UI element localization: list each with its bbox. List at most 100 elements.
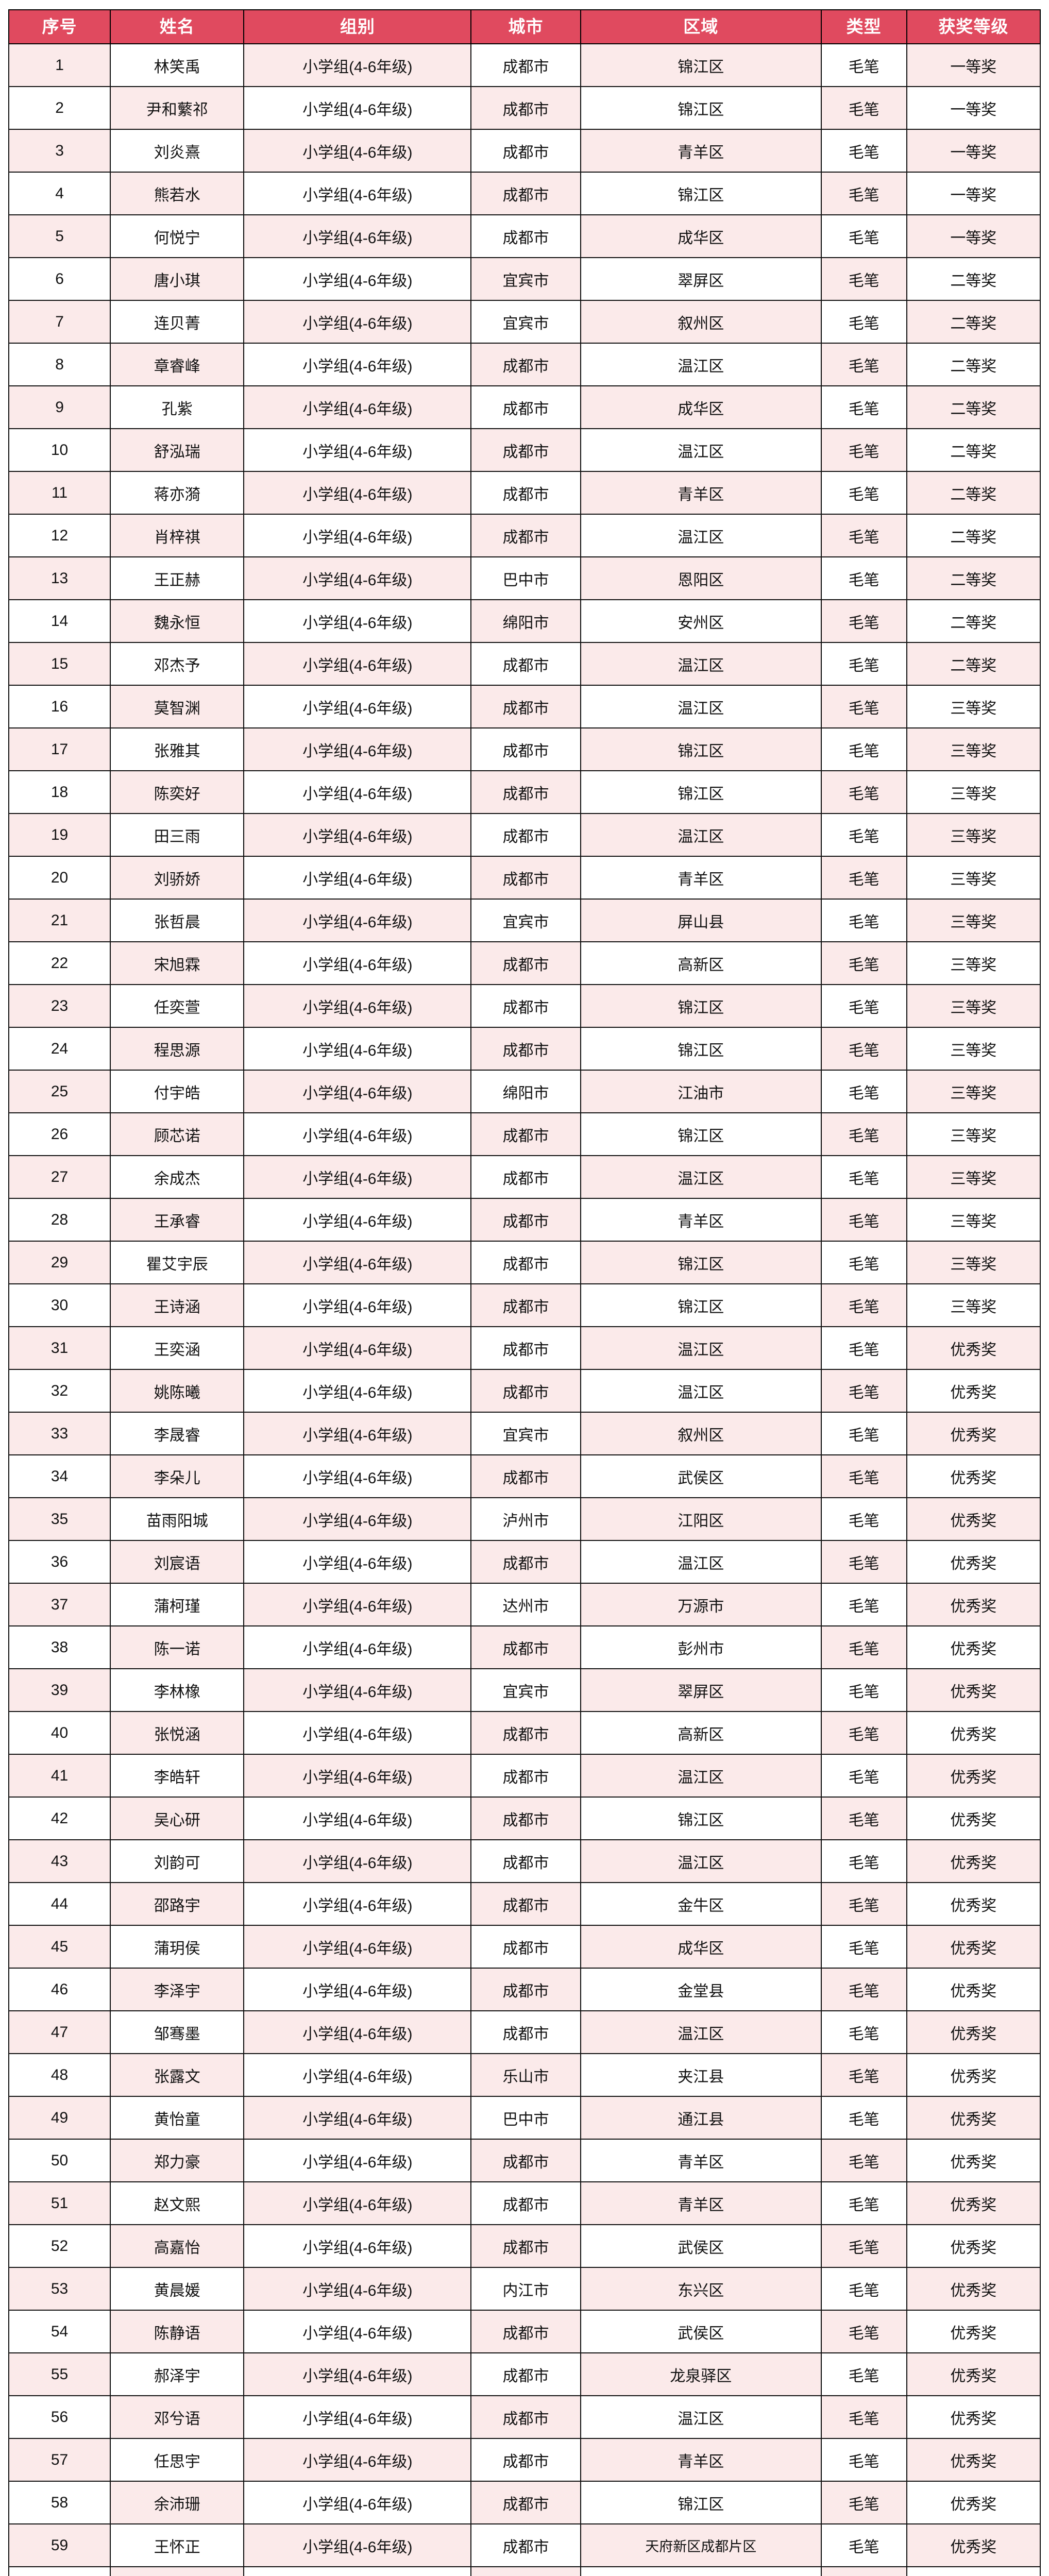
cell-index: 49 <box>8 2096 111 2140</box>
table-row[interactable]: 45 蒲玥侯 小学组(4-6年级) 成都市 成华区 毛笔 优秀奖 <box>8 1925 1041 1969</box>
cell-type: 毛笔 <box>820 899 907 942</box>
table-row[interactable]: 42 吴心研 小学组(4-6年级) 成都市 锦江区 毛笔 优秀奖 <box>8 1797 1041 1840</box>
table-row[interactable]: 43 刘韵可 小学组(4-6年级) 成都市 温江区 毛笔 优秀奖 <box>8 1839 1041 1883</box>
cell-group: 小学组(4-6年级) <box>243 1754 472 1798</box>
cell-type: 毛笔 <box>820 214 907 258</box>
table-row[interactable]: 38 陈一诺 小学组(4-6年级) 成都市 彭州市 毛笔 优秀奖 <box>8 1625 1041 1669</box>
cell-index: 8 <box>8 343 111 386</box>
table-row[interactable]: 32 姚陈曦 小学组(4-6年级) 成都市 温江区 毛笔 优秀奖 <box>8 1369 1041 1413</box>
table-row[interactable]: 56 邓兮语 小学组(4-6年级) 成都市 温江区 毛笔 优秀奖 <box>8 2395 1041 2439</box>
cell-type: 毛笔 <box>820 1412 907 1455</box>
table-row[interactable]: 14 魏永恒 小学组(4-6年级) 绵阳市 安州区 毛笔 二等奖 <box>8 599 1041 643</box>
table-row[interactable]: 2 尹和蘩祁 小学组(4-6年级) 成都市 锦江区 毛笔 一等奖 <box>8 86 1041 130</box>
cell-index: 23 <box>8 984 111 1028</box>
cell-name: 蒲玥侯 <box>110 1925 245 1969</box>
cell-type: 毛笔 <box>820 1283 907 1327</box>
cell-name: 任奕萱 <box>110 984 245 1028</box>
table-row[interactable]: 31 王奕涵 小学组(4-6年级) 成都市 温江区 毛笔 优秀奖 <box>8 1326 1041 1370</box>
table-row[interactable]: 18 陈奕好 小学组(4-6年级) 成都市 锦江区 毛笔 三等奖 <box>8 770 1041 814</box>
table-row[interactable]: 37 蒲柯瑾 小学组(4-6年级) 达州市 万源市 毛笔 优秀奖 <box>8 1583 1041 1626</box>
cell-index: 33 <box>8 1412 111 1455</box>
table-row[interactable]: 55 郝泽宇 小学组(4-6年级) 成都市 龙泉驿区 毛笔 优秀奖 <box>8 2352 1041 2396</box>
column-header-type[interactable]: 类型 <box>820 9 907 44</box>
table-row[interactable]: 24 程思源 小学组(4-6年级) 成都市 锦江区 毛笔 三等奖 <box>8 1027 1041 1071</box>
table-row[interactable]: 40 张悦涵 小学组(4-6年级) 成都市 高新区 毛笔 优秀奖 <box>8 1711 1041 1755</box>
cell-city: 绵阳市 <box>470 1070 581 1113</box>
table-row[interactable]: 34 李朵儿 小学组(4-6年级) 成都市 武侯区 毛笔 优秀奖 <box>8 1454 1041 1498</box>
cell-city: 成都市 <box>470 1925 581 1969</box>
cell-index: 55 <box>8 2352 111 2396</box>
cell-index: 39 <box>8 1668 111 1712</box>
table-row[interactable]: 51 赵文熙 小学组(4-6年级) 成都市 青羊区 毛笔 优秀奖 <box>8 2181 1041 2225</box>
table-row[interactable]: 28 王承睿 小学组(4-6年级) 成都市 青羊区 毛笔 三等奖 <box>8 1198 1041 1242</box>
cell-region: 锦江区 <box>580 984 822 1028</box>
column-header-award[interactable]: 获奖等级 <box>906 9 1041 44</box>
table-row[interactable]: 29 瞿艾宇辰 小学组(4-6年级) 成都市 锦江区 毛笔 三等奖 <box>8 1241 1041 1284</box>
column-header-group[interactable]: 组别 <box>243 9 472 44</box>
column-header-name[interactable]: 姓名 <box>110 9 245 44</box>
table-row[interactable]: 57 任思宇 小学组(4-6年级) 成都市 青羊区 毛笔 优秀奖 <box>8 2438 1041 2482</box>
table-row[interactable]: 8 章睿峰 小学组(4-6年级) 成都市 温江区 毛笔 二等奖 <box>8 343 1041 386</box>
table-row[interactable]: 39 李林橡 小学组(4-6年级) 宜宾市 翠屏区 毛笔 优秀奖 <box>8 1668 1041 1712</box>
table-row[interactable]: 17 张雅其 小学组(4-6年级) 成都市 锦江区 毛笔 三等奖 <box>8 727 1041 771</box>
table-row[interactable]: 1 林笑禹 小学组(4-6年级) 成都市 锦江区 毛笔 一等奖 <box>8 43 1041 87</box>
table-row[interactable]: 7 连贝菁 小学组(4-6年级) 宜宾市 叙州区 毛笔 二等奖 <box>8 300 1041 344</box>
table-row[interactable]: 47 邹骞墨 小学组(4-6年级) 成都市 温江区 毛笔 优秀奖 <box>8 2010 1041 2054</box>
table-row[interactable]: 16 莫智渊 小学组(4-6年级) 成都市 温江区 毛笔 三等奖 <box>8 685 1041 728</box>
table-row[interactable]: 20 刘骄娇 小学组(4-6年级) 成都市 青羊区 毛笔 三等奖 <box>8 856 1041 900</box>
cell-name: 刘炎熹 <box>110 129 245 173</box>
table-row[interactable]: 52 高嘉怡 小学组(4-6年级) 成都市 武侯区 毛笔 优秀奖 <box>8 2224 1041 2268</box>
table-row[interactable]: 41 李皓轩 小学组(4-6年级) 成都市 温江区 毛笔 优秀奖 <box>8 1754 1041 1798</box>
table-row[interactable]: 4 熊若水 小学组(4-6年级) 成都市 锦江区 毛笔 一等奖 <box>8 172 1041 215</box>
column-header-index[interactable]: 序号 <box>8 9 111 44</box>
table-row[interactable]: 19 田三雨 小学组(4-6年级) 成都市 温江区 毛笔 三等奖 <box>8 813 1041 857</box>
table-row[interactable]: 6 唐小琪 小学组(4-6年级) 宜宾市 翠屏区 毛笔 二等奖 <box>8 257 1041 301</box>
table-row[interactable]: 33 李晟睿 小学组(4-6年级) 宜宾市 叙州区 毛笔 优秀奖 <box>8 1412 1041 1455</box>
table-row[interactable]: 30 王诗涵 小学组(4-6年级) 成都市 锦江区 毛笔 三等奖 <box>8 1283 1041 1327</box>
table-row[interactable]: 50 郑力豪 小学组(4-6年级) 成都市 青羊区 毛笔 优秀奖 <box>8 2139 1041 2182</box>
cell-group: 小学组(4-6年级) <box>243 642 472 686</box>
cell-group: 小学组(4-6年级) <box>243 428 472 472</box>
table-row[interactable]: 10 舒泓瑞 小学组(4-6年级) 成都市 温江区 毛笔 二等奖 <box>8 428 1041 472</box>
table-row[interactable]: 59 王怀正 小学组(4-6年级) 成都市 天府新区成都片区 毛笔 优秀奖 <box>8 2523 1041 2567</box>
cell-group: 小学组(4-6年级) <box>243 2481 472 2524</box>
table-row[interactable]: 26 顾芯诺 小学组(4-6年级) 成都市 锦江区 毛笔 三等奖 <box>8 1112 1041 1156</box>
cell-award: 优秀奖 <box>906 2139 1041 2182</box>
table-row[interactable]: 27 余成杰 小学组(4-6年级) 成都市 温江区 毛笔 三等奖 <box>8 1155 1041 1199</box>
table-row[interactable]: 36 刘宸语 小学组(4-6年级) 成都市 温江区 毛笔 优秀奖 <box>8 1540 1041 1584</box>
table-row[interactable]: 44 邵路宇 小学组(4-6年级) 成都市 金牛区 毛笔 优秀奖 <box>8 1882 1041 1926</box>
table-row[interactable]: 11 蒋亦漪 小学组(4-6年级) 成都市 青羊区 毛笔 二等奖 <box>8 471 1041 515</box>
table-row[interactable]: 12 肖梓祺 小学组(4-6年级) 成都市 温江区 毛笔 二等奖 <box>8 514 1041 557</box>
cell-index: 18 <box>8 770 111 814</box>
cell-group: 小学组(4-6年级) <box>243 1711 472 1755</box>
table-row[interactable]: 22 宋旭霖 小学组(4-6年级) 成都市 高新区 毛笔 三等奖 <box>8 941 1041 985</box>
table-row[interactable]: 46 李泽宇 小学组(4-6年级) 成都市 金堂县 毛笔 优秀奖 <box>8 1968 1041 2011</box>
column-header-city[interactable]: 城市 <box>470 9 581 44</box>
table-row[interactable]: 54 陈静语 小学组(4-6年级) 成都市 武侯区 毛笔 优秀奖 <box>8 2310 1041 2353</box>
table-row[interactable]: 60贾心蕾小学组(4-6年级)成都市新都区毛笔优秀奖 <box>8 2566 1041 2576</box>
table-row[interactable]: 21 张哲晨 小学组(4-6年级) 宜宾市 屏山县 毛笔 三等奖 <box>8 899 1041 942</box>
column-header-region[interactable]: 区域 <box>580 9 822 44</box>
cell-group: 小学组(4-6年级) <box>243 172 472 215</box>
cell-city: 成都市 <box>470 984 581 1028</box>
cell-region: 通江县 <box>580 2096 822 2140</box>
cell-type: 毛笔 <box>820 1155 907 1199</box>
cell-type: 毛笔 <box>820 1198 907 1242</box>
table-row[interactable]: 13 王正赫 小学组(4-6年级) 巴中市 恩阳区 毛笔 二等奖 <box>8 556 1041 600</box>
table-row[interactable]: 5 何悦宁 小学组(4-6年级) 成都市 成华区 毛笔 一等奖 <box>8 214 1041 258</box>
cell-index: 11 <box>8 471 111 515</box>
cell-region: 温江区 <box>580 514 822 557</box>
cell-index: 47 <box>8 2010 111 2054</box>
table-row[interactable]: 58 余沛珊 小学组(4-6年级) 成都市 锦江区 毛笔 优秀奖 <box>8 2481 1041 2524</box>
table-row[interactable]: 9 孔紫 小学组(4-6年级) 成都市 成华区 毛笔 二等奖 <box>8 385 1041 429</box>
table-row[interactable]: 53 黄晨媛 小学组(4-6年级) 内江市 东兴区 毛笔 优秀奖 <box>8 2267 1041 2311</box>
cell-name: 苗雨阳城 <box>110 1497 245 1541</box>
table-row[interactable]: 48 张露文 小学组(4-6年级) 乐山市 夹江县 毛笔 优秀奖 <box>8 2053 1041 2097</box>
table-row[interactable]: 25 付宇皓 小学组(4-6年级) 绵阳市 江油市 毛笔 三等奖 <box>8 1070 1041 1113</box>
table-row[interactable]: 23 任奕萱 小学组(4-6年级) 成都市 锦江区 毛笔 三等奖 <box>8 984 1041 1028</box>
table-row[interactable]: 3 刘炎熹 小学组(4-6年级) 成都市 青羊区 毛笔 一等奖 <box>8 129 1041 173</box>
table-row[interactable]: 35 苗雨阳城 小学组(4-6年级) 泸州市 江阳区 毛笔 优秀奖 <box>8 1497 1041 1541</box>
cell-type: 毛笔 <box>820 2224 907 2268</box>
table-row[interactable]: 15 邓杰予 小学组(4-6年级) 成都市 温江区 毛笔 二等奖 <box>8 642 1041 686</box>
table-row[interactable]: 49 黄怡童 小学组(4-6年级) 巴中市 通江县 毛笔 优秀奖 <box>8 2096 1041 2140</box>
